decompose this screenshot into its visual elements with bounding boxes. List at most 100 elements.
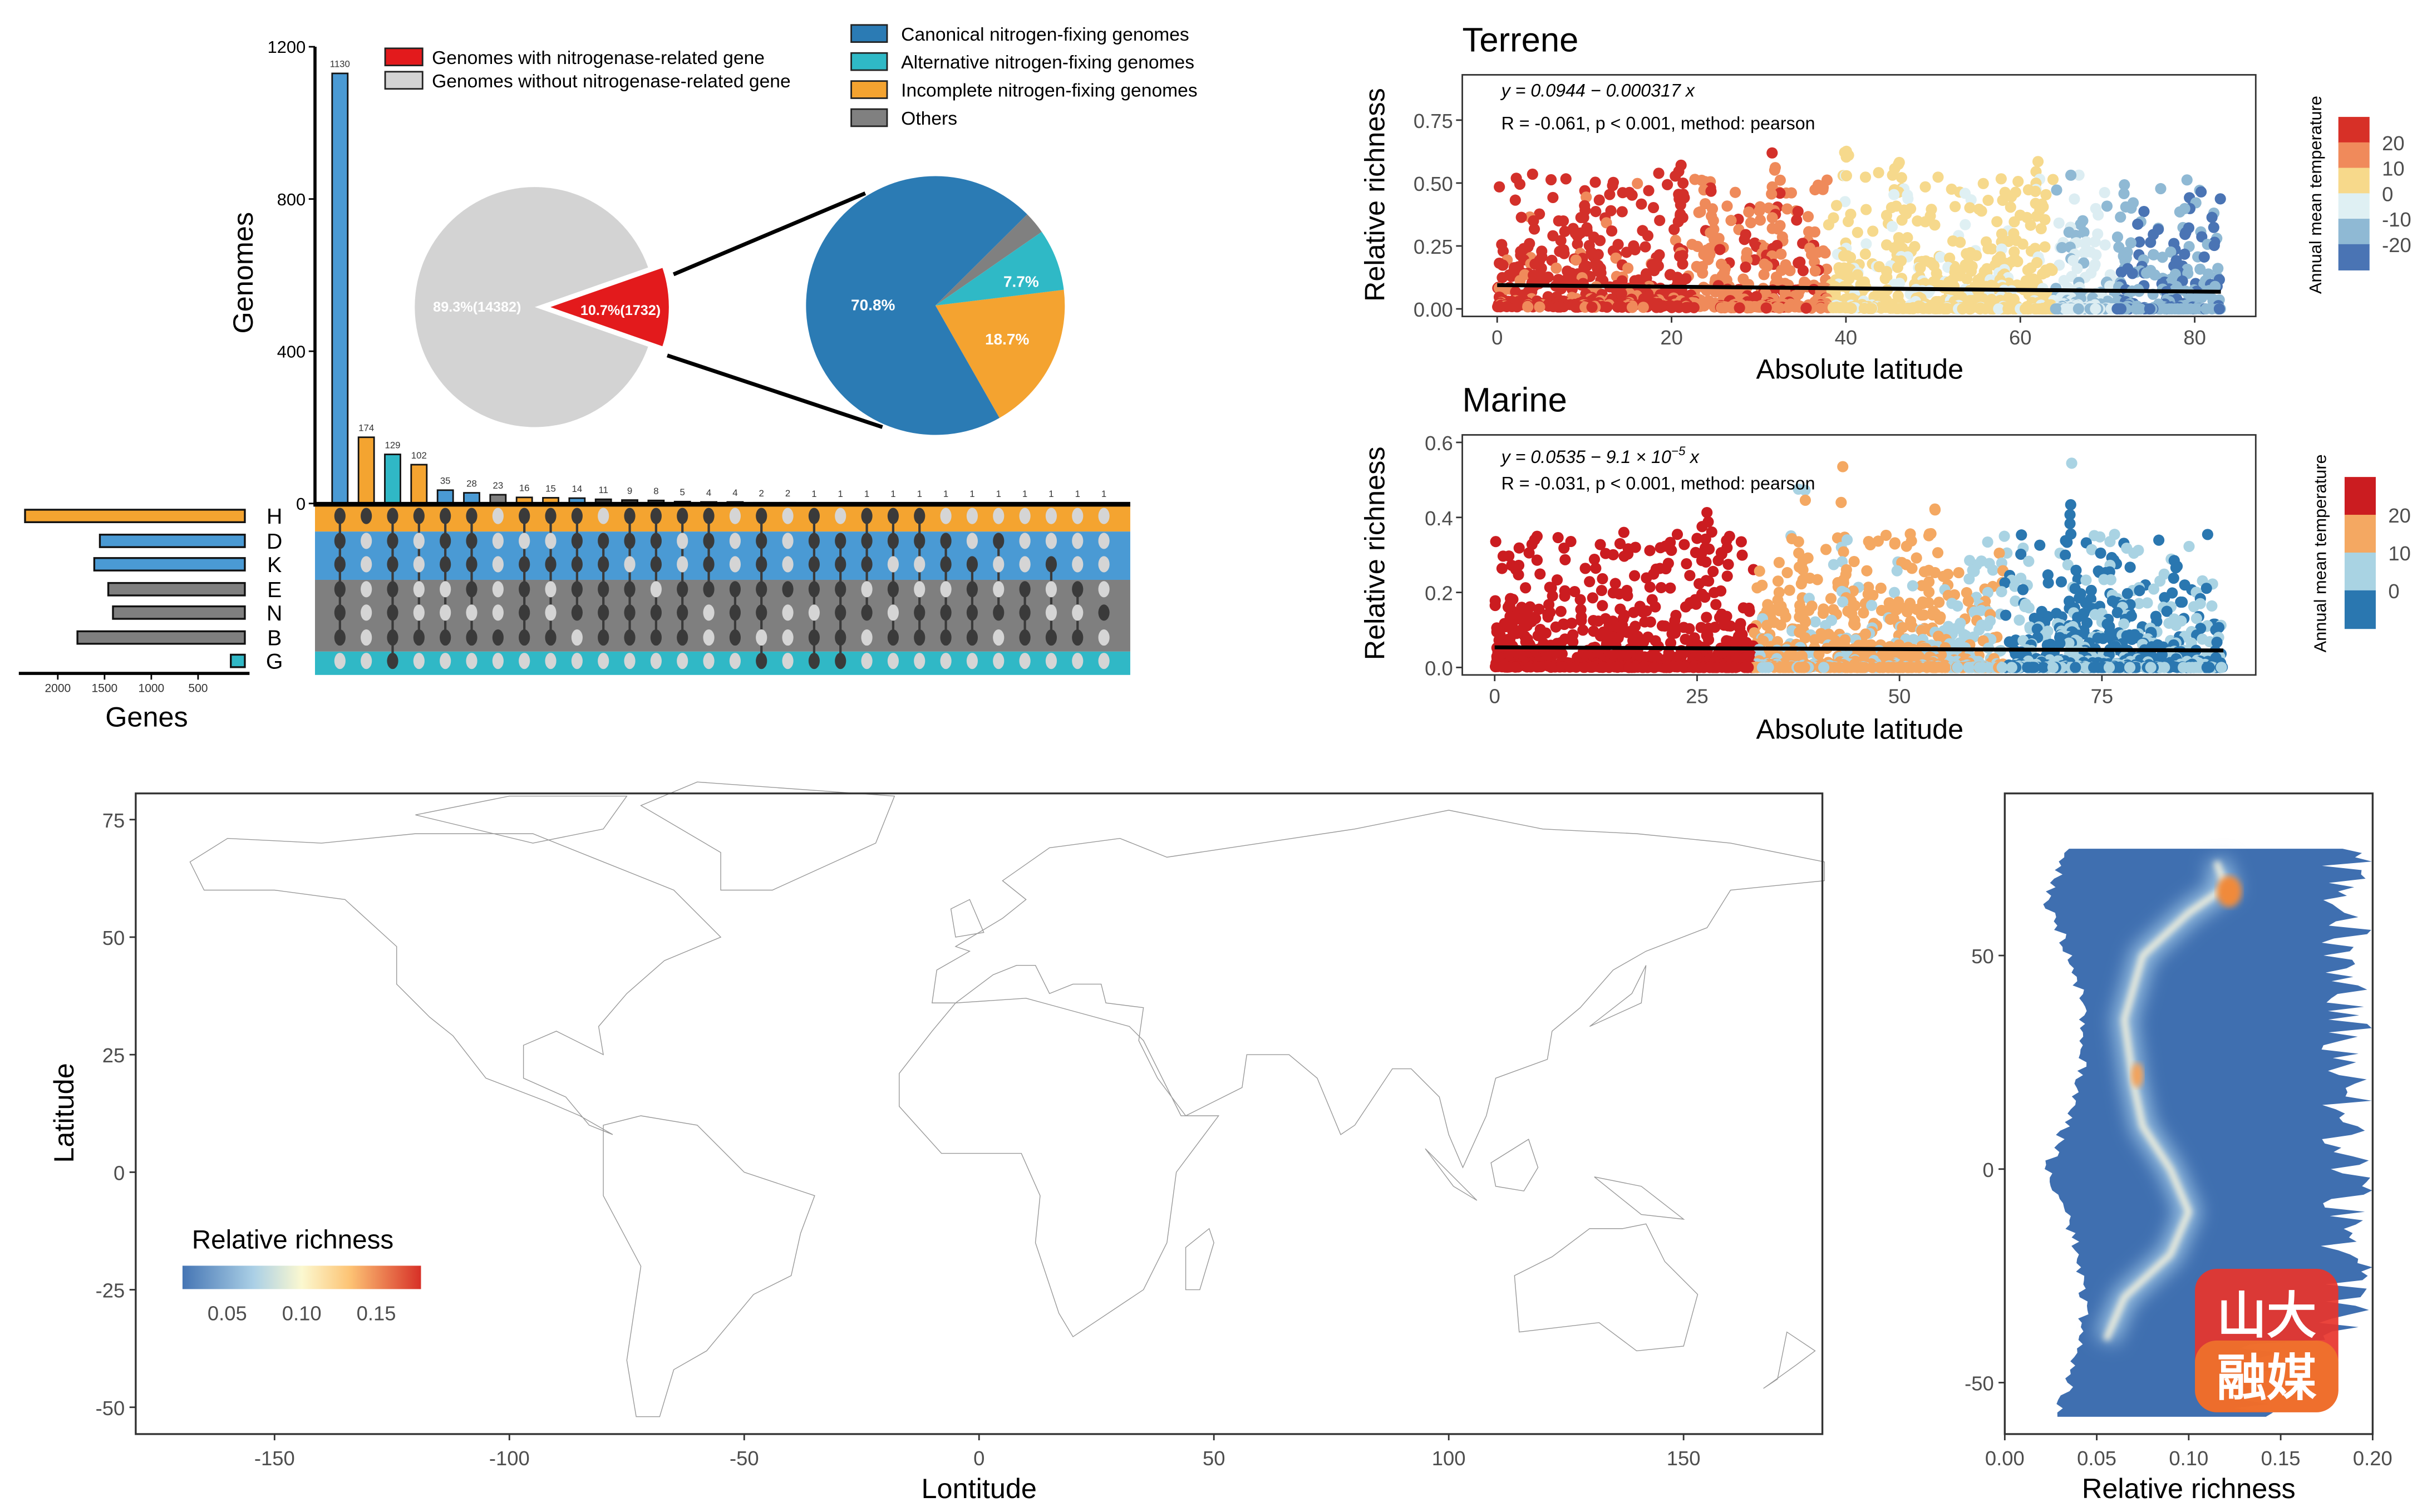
data-point — [1659, 620, 1671, 632]
data-point — [1819, 247, 1831, 259]
data-point — [1907, 303, 1919, 314]
data-point — [1687, 662, 1700, 673]
x-tick-label: -50 — [730, 1447, 759, 1470]
data-point — [1944, 252, 1956, 264]
data-point — [2088, 662, 2100, 673]
data-point — [1547, 191, 1559, 204]
colorbar-label: 0 — [2388, 580, 2399, 603]
data-point — [2055, 576, 2067, 588]
data-point — [1701, 612, 1712, 623]
data-point — [2206, 600, 2218, 612]
y-tick-label: -25 — [96, 1279, 125, 1302]
data-point — [1886, 220, 1898, 233]
coastline-australia — [1514, 1223, 1699, 1352]
data-point — [2198, 251, 2210, 263]
richness-patch — [1017, 899, 1129, 956]
data-point — [2118, 618, 2130, 630]
matrix-dot-filled — [571, 533, 583, 549]
data-point — [1637, 606, 1649, 618]
data-point — [1601, 217, 1612, 229]
data-point — [2183, 540, 2195, 552]
matrix-dot-filled — [545, 629, 557, 646]
colorbar-label: -10 — [2382, 208, 2411, 231]
matrix-dot-empty — [571, 629, 583, 646]
data-point — [1590, 563, 1602, 574]
data-point — [1526, 539, 1538, 550]
data-point — [2037, 268, 2049, 280]
y-tick-label: 0.75 — [1414, 110, 1453, 132]
colorbar-segment — [2344, 477, 2376, 516]
data-point — [1637, 302, 1649, 313]
bar-value-label: 1 — [917, 489, 922, 499]
x-tick-label: 40 — [1835, 326, 1858, 349]
data-point — [1793, 536, 1804, 548]
data-point — [1781, 567, 1793, 579]
data-point — [1991, 216, 2003, 228]
y-tick-label: -50 — [1965, 1372, 1994, 1395]
data-point — [1835, 496, 1847, 508]
y-tick-label: 25 — [102, 1044, 125, 1067]
data-point — [2111, 303, 2123, 315]
data-point — [2063, 637, 2075, 649]
data-point — [1883, 662, 1894, 673]
data-point — [1551, 574, 1563, 586]
data-point — [1848, 555, 1860, 568]
data-point — [1774, 174, 1786, 186]
bar-value-label: 1 — [811, 489, 816, 499]
matrix-dot-empty — [361, 556, 372, 573]
data-point — [1650, 601, 1661, 613]
data-point — [1784, 265, 1796, 277]
data-point — [1680, 601, 1692, 613]
matrix-dot-filled — [387, 508, 398, 524]
data-point — [1515, 211, 1527, 223]
matrix-dot-empty — [1098, 653, 1110, 669]
matrix-dot-filled — [835, 653, 846, 669]
data-point — [2064, 509, 2076, 521]
data-point — [1754, 214, 1766, 226]
matrix-dot-empty — [1045, 533, 1057, 549]
matrix-dot-empty — [993, 556, 1005, 573]
richness-patch — [1481, 1012, 1510, 1031]
data-point — [1769, 164, 1780, 176]
colorbar-label: 10 — [2388, 542, 2411, 565]
matrix-dot-filled — [835, 581, 846, 598]
data-point — [1791, 214, 1803, 226]
data-point — [2034, 539, 2046, 551]
data-point — [1697, 267, 1709, 279]
marine-legend-title: Annual mean temperature — [2310, 454, 2330, 652]
data-point — [1534, 568, 1546, 580]
matrix-dot-filled — [624, 604, 636, 621]
map-y-title: Latitude — [48, 1063, 80, 1163]
matrix-dot-filled — [756, 533, 767, 549]
data-point — [1712, 555, 1724, 567]
data-point — [1594, 235, 1606, 247]
data-point — [1579, 662, 1591, 673]
data-point — [1907, 580, 1918, 592]
data-point — [1567, 636, 1579, 648]
intersection-bar — [384, 454, 401, 505]
data-point — [2214, 193, 2226, 205]
matrix-dot-empty — [545, 604, 557, 621]
data-point — [1973, 662, 1985, 673]
data-point — [2153, 534, 2165, 546]
nitrogen-pie — [806, 176, 1065, 435]
data-point — [2071, 263, 2083, 274]
data-point — [1532, 630, 1544, 642]
data-point — [1929, 303, 1941, 314]
data-point — [1884, 613, 1896, 625]
data-point — [1511, 301, 1523, 313]
matrix-dot-filled — [940, 556, 952, 573]
matrix-band-blue — [315, 531, 1130, 580]
matrix-dot-empty — [782, 629, 794, 646]
data-point — [1901, 606, 1913, 618]
bar-value-label: 174 — [358, 423, 374, 434]
terrene-equation: y = 0.0944 − 0.000317 x — [1500, 81, 1696, 101]
data-point — [1721, 200, 1733, 212]
y-tick-label: 0.4 — [1425, 507, 1453, 530]
data-point — [1570, 661, 1582, 673]
data-point — [1799, 494, 1811, 506]
matrix-dot-empty — [1045, 508, 1057, 524]
data-point — [1760, 302, 1772, 314]
data-point — [2145, 237, 2157, 248]
